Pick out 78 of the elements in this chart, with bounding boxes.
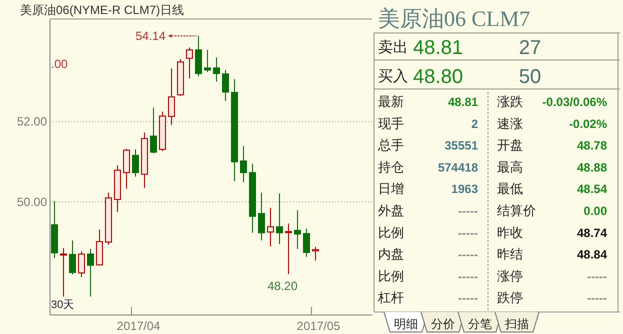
candlestick [294, 210, 301, 250]
text: 涨停 [497, 268, 523, 284]
text: 48.81 [448, 95, 478, 109]
x-tick-label: 2017/05 [296, 319, 341, 333]
text: 1963 [451, 182, 478, 196]
x-tick-label: 2017/04 [116, 319, 161, 333]
text: 杠杆 [377, 290, 404, 306]
text: ----- [458, 291, 478, 306]
candlestick [204, 49, 211, 72]
candlestick [276, 192, 283, 245]
candlestick [222, 69, 229, 102]
text: 买入 [378, 68, 408, 85]
candlestick [213, 57, 220, 82]
candlestick [150, 107, 157, 154]
text: 48.81 [412, 37, 464, 59]
text: 27 [518, 37, 542, 59]
candlestick [123, 148, 130, 190]
text: 内盘 [378, 246, 404, 262]
text: 持仓 [378, 159, 404, 174]
candlestick [258, 192, 265, 241]
text: 最低 [497, 181, 523, 196]
candlestick [60, 248, 67, 298]
text: 48.80 [412, 66, 464, 88]
text: 48.84 [576, 248, 608, 262]
chart-title: 美原油06(NYME-R CLM7)日线 [20, 3, 184, 17]
candlestick [303, 228, 310, 258]
text: 35551 [444, 138, 478, 153]
text: ----- [587, 291, 607, 306]
text: 50 [518, 66, 542, 88]
candlestick [168, 68, 175, 126]
text: 卖出 [378, 39, 408, 56]
text: 574418 [438, 160, 478, 174]
text: 48.74 [576, 226, 608, 240]
text: 0.00 [584, 204, 608, 218]
text: 48.78 [576, 138, 608, 153]
text: 结算价 [497, 203, 536, 218]
text: ----- [458, 226, 478, 240]
text: 48.88 [576, 160, 608, 174]
text: 美原油06 CLM7 [378, 6, 530, 31]
candlestick [267, 207, 274, 247]
text: ----- [587, 269, 607, 284]
text: ----- [458, 269, 478, 284]
text: 跌停 [497, 290, 523, 306]
text: 昨收 [497, 224, 523, 240]
text: 比例 [378, 268, 404, 284]
text: ----- [458, 248, 478, 262]
annotation: 54.14 [135, 28, 166, 43]
text: 日增 [378, 181, 404, 196]
candlestick [78, 250, 85, 278]
text: 涨跌 [497, 94, 523, 109]
text: 48.54 [576, 182, 608, 196]
y-tick-label: 52.00 [16, 114, 48, 129]
text: 比例 [378, 224, 404, 240]
annotation: 48.20 [267, 279, 298, 294]
candlestick [312, 246, 319, 261]
candlestick [96, 229, 103, 266]
text: 外盘 [378, 203, 404, 218]
candlestick [285, 223, 292, 275]
candlestick [132, 148, 139, 178]
text: 昨结 [497, 246, 523, 262]
text: 速涨 [497, 116, 523, 131]
annotation: 30天 [51, 299, 74, 311]
text: 最高 [497, 159, 523, 174]
candlestick [195, 35, 202, 77]
candlestick [69, 240, 76, 275]
text: 最新 [378, 94, 404, 109]
y-tick-label: 50.00 [16, 194, 48, 209]
text: 总手 [377, 138, 404, 153]
text: -0.02% [568, 116, 608, 131]
text: 开盘 [497, 138, 523, 153]
annotation: .00 [51, 57, 68, 71]
text: 2 [471, 116, 478, 131]
text: 现手 [378, 116, 404, 131]
candlestick [87, 248, 94, 298]
text: -0.03/0.06% [542, 95, 608, 109]
candlestick [240, 146, 247, 183]
text: ----- [458, 204, 478, 218]
candlestick [186, 46, 193, 79]
